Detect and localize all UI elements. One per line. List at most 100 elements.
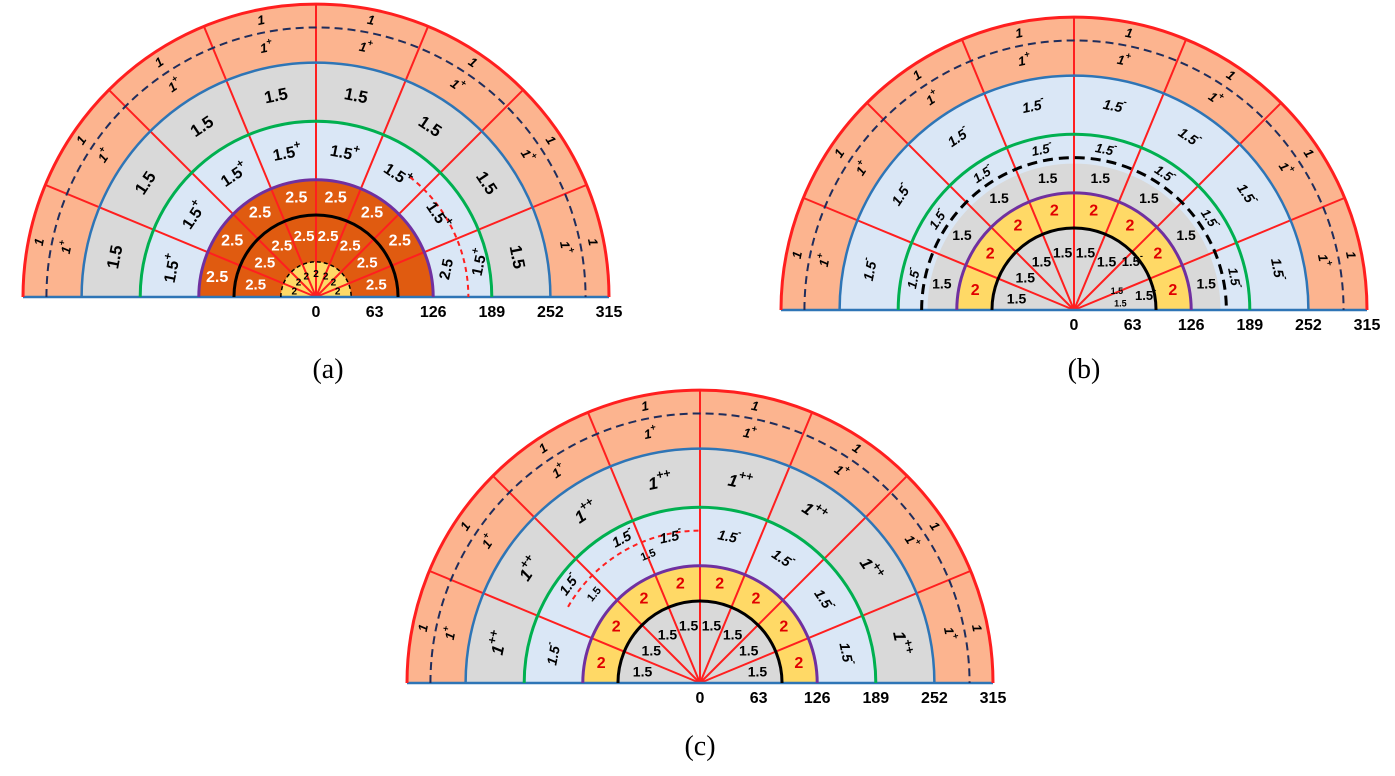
- radius-tick-189: 189: [478, 304, 505, 321]
- radius-tick-126: 126: [1178, 317, 1205, 334]
- zone-label-z5b: 1: [640, 398, 650, 414]
- zone-label-z2: 2: [779, 619, 788, 636]
- zone-label-z5a: 1+: [358, 36, 374, 56]
- zone-label-z3: 1.5-: [658, 523, 685, 546]
- special-label: 1.5: [639, 547, 658, 564]
- ring-315: [21, 2, 611, 298]
- core-label: 2: [323, 271, 329, 282]
- zone-fill: [781, 17, 1367, 310]
- zone-label-z2: 2: [1153, 246, 1162, 263]
- special-label: 1.5-: [1135, 285, 1156, 303]
- sector-divider: [44, 183, 317, 298]
- sector-divider: [315, 25, 430, 298]
- zone-label-z5a: 1+: [1315, 252, 1335, 268]
- zone-label-z5a: 1+: [941, 625, 961, 641]
- zone-label-z2: 2.5: [361, 205, 383, 222]
- zone-fill: [582, 565, 818, 683]
- zone-fill: [140, 121, 492, 297]
- radius-tick-252: 252: [1295, 317, 1322, 334]
- special-label: 1.5: [1114, 298, 1127, 308]
- zone-label-z3a: 1.5: [1196, 276, 1216, 292]
- ring-dashed-outer: [429, 412, 971, 684]
- zone-label-z1: 1.5: [1076, 245, 1096, 261]
- zone-label-z5b: 1: [789, 250, 805, 260]
- zone-label-z4: 1++: [646, 466, 674, 494]
- radius-tick-63: 63: [366, 304, 384, 321]
- sector-divider: [315, 89, 524, 298]
- zone-label-z5a: 1+: [1016, 49, 1032, 69]
- zone-label-z1: 2.5: [318, 228, 339, 245]
- zone-label-z1: 2.5: [357, 254, 378, 271]
- ring-126: [581, 564, 819, 684]
- zone-fill: [465, 448, 935, 683]
- ring-252: [80, 61, 552, 298]
- ring-dashed-outer: [45, 26, 587, 298]
- zone-label-z2: 2: [715, 576, 724, 593]
- zone-label-z2: 2: [1050, 203, 1059, 220]
- zone-label-z5a: 1+: [55, 239, 75, 255]
- zone-label-z3a: 1.5: [932, 276, 952, 292]
- zone-fill: [927, 163, 1221, 310]
- zone-label-z3a: 1.5: [1139, 190, 1159, 206]
- radius-tick-63: 63: [750, 690, 768, 707]
- ring-126: [197, 178, 435, 298]
- radius-tick-0: 0: [1070, 317, 1079, 334]
- caption-b: (b): [1068, 354, 1101, 385]
- zone-label-z3a: 1.5: [1091, 170, 1111, 186]
- core-label: 2: [292, 287, 298, 298]
- zone-label-z2: 2: [1126, 218, 1135, 235]
- zone-label-z5a: 1+: [258, 36, 274, 56]
- zone-label-z3b: 1.5-: [1226, 266, 1247, 290]
- zone-label-z2: 2.5: [249, 205, 271, 222]
- radius-tick-315: 315: [596, 304, 623, 321]
- ring-189: [522, 505, 878, 684]
- ring-special: [567, 529, 701, 608]
- zone-fill: [524, 507, 876, 683]
- core-label: 2: [335, 287, 341, 298]
- zone-label-z4: 1.5: [263, 84, 290, 107]
- sector-divider: [586, 411, 701, 684]
- zone-label-z2: 2: [640, 591, 649, 608]
- zone-label-z5b: 1: [31, 237, 47, 247]
- ring-252: [464, 447, 936, 684]
- sector-divider: [802, 196, 1075, 311]
- zone-label-z3: 1.5-: [836, 641, 859, 668]
- sector-divider: [1073, 38, 1188, 311]
- zone-label-z2: 2: [971, 282, 980, 299]
- caption-a: (a): [312, 354, 343, 385]
- sector-divider: [699, 475, 908, 684]
- zone-label-z5b: 1: [585, 237, 601, 247]
- zone-label-z4: 1.5-: [1268, 256, 1291, 283]
- zone-label-z4: 1++: [890, 629, 918, 657]
- zone-label-z5a: 1+: [1116, 49, 1132, 69]
- zone-fill: [81, 62, 551, 297]
- radius-tick-252: 252: [921, 690, 948, 707]
- zone-label-z5a: 1+: [813, 252, 833, 268]
- sector-divider: [960, 38, 1075, 311]
- zone-label-z2: 2: [752, 591, 761, 608]
- sector-divider: [699, 569, 972, 684]
- ring-dashed-outer: [803, 39, 1345, 311]
- ring-special: [409, 176, 470, 298]
- zone-label-z2: 2.5: [285, 190, 307, 207]
- zone-label-z4: 1.5-: [857, 255, 880, 282]
- zone-label-z1: 1.5: [633, 664, 653, 680]
- zone-label-z1: 1.5: [739, 642, 759, 658]
- radius-tick-189: 189: [862, 690, 889, 707]
- zone-label-z1: 2.5: [366, 276, 387, 293]
- zone-label-z3b: 1.5-: [901, 266, 922, 290]
- zone-label-z2: 2.5: [221, 233, 243, 250]
- ring-315: [779, 15, 1369, 311]
- sector-divider: [1073, 102, 1282, 311]
- ring-189: [896, 132, 1252, 311]
- zone-label-z2: 2: [597, 655, 606, 672]
- zone-label-z4: 1.5: [343, 84, 370, 107]
- zone-label-z5b: 1: [366, 12, 376, 28]
- ring-315: [405, 388, 995, 684]
- zone-label-z3b: 1.5-: [1094, 137, 1118, 158]
- sector-divider: [699, 411, 814, 684]
- core-label: 2: [304, 271, 310, 282]
- zone-label-z2: 2.5: [325, 190, 347, 207]
